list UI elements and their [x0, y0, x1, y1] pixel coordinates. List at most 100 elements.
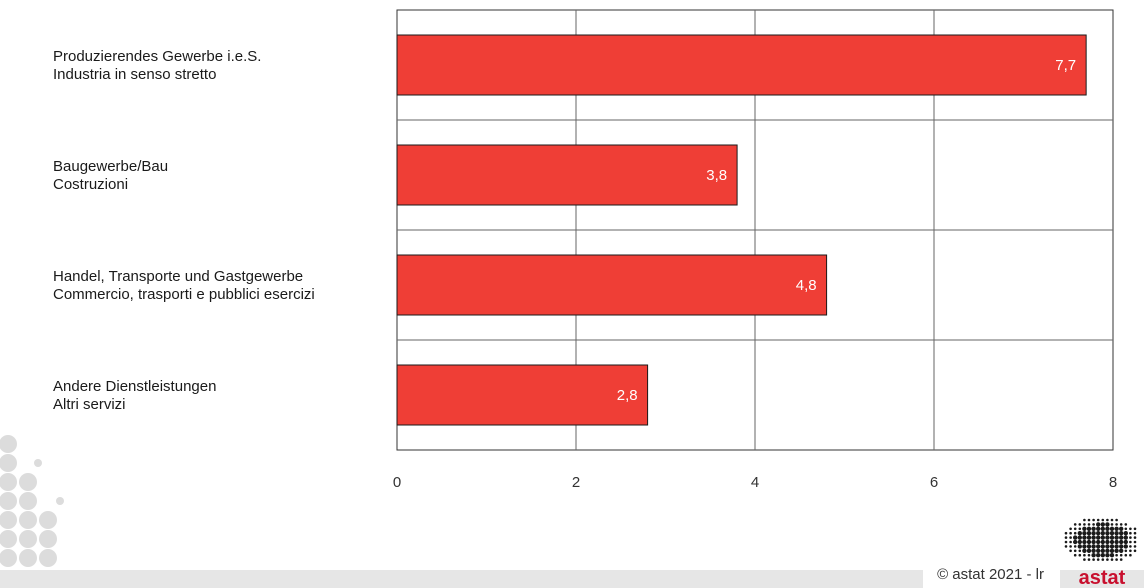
logo-dot: [1129, 531, 1132, 535]
logo-dot: [1109, 539, 1115, 545]
logo-dot: [1078, 523, 1082, 526]
logo-dot: [1069, 540, 1072, 544]
logo-dot: [1096, 553, 1101, 558]
logo-dot: [1077, 531, 1082, 536]
logo-dot: [1124, 549, 1128, 553]
decor-dot: [39, 530, 57, 548]
logo-dot: [1100, 535, 1105, 540]
logo-dot: [1133, 540, 1137, 544]
logo-dot: [1096, 535, 1101, 540]
logo-dot: [1129, 536, 1132, 539]
logo-dot: [1096, 558, 1100, 561]
logo-dot: [1064, 545, 1068, 548]
logo-dot: [1114, 535, 1119, 540]
x-tick-label: 2: [572, 474, 580, 491]
bar-value-label: 3,8: [706, 167, 727, 184]
logo-dot: [1119, 535, 1124, 540]
x-tick-label: 6: [930, 474, 938, 491]
logo-dot: [1109, 535, 1115, 540]
logo-dot: [1083, 553, 1086, 557]
logo-wordmark: astat: [1079, 567, 1126, 588]
astat-logo: astat: [1064, 518, 1137, 588]
logo-dot: [1096, 544, 1101, 549]
logo-dot: [1100, 526, 1105, 531]
category-label: Produzierendes Gewerbe i.e.S.: [53, 48, 261, 65]
logo-dot: [1078, 553, 1082, 557]
logo-dot: [1086, 539, 1092, 545]
logo-dot: [1100, 531, 1105, 536]
logo-dot: [1119, 526, 1124, 531]
logo-dot: [1109, 553, 1115, 558]
logo-dot: [1129, 527, 1132, 531]
bar-value-label: 2,8: [617, 387, 638, 404]
logo-dot: [1073, 539, 1078, 545]
logo-dot: [1083, 523, 1086, 526]
logo-dot: [1105, 522, 1110, 527]
bar: [396, 254, 828, 316]
logo-dot: [1069, 549, 1072, 553]
logo-dot: [1091, 526, 1096, 531]
decor-dot: [56, 497, 64, 505]
logo-dot: [1129, 553, 1132, 557]
logo-dot: [1129, 549, 1132, 553]
logo-dot: [1082, 531, 1087, 536]
logo-dot: [1115, 553, 1118, 557]
logo-dot: [1073, 535, 1078, 540]
decor-dot: [0, 492, 17, 510]
logo-dot: [1115, 518, 1118, 522]
logo-dot: [1109, 544, 1115, 549]
logo-dot: [1119, 544, 1124, 549]
logo-dot: [1129, 540, 1132, 544]
logo-dot: [1105, 548, 1110, 553]
logo-dot: [1105, 535, 1110, 540]
logo-dot: [1105, 553, 1110, 558]
decor-dot: [39, 511, 57, 529]
logo-dot: [1087, 553, 1091, 557]
logo-dot: [1091, 544, 1096, 549]
logo-dot: [1119, 553, 1123, 557]
category-label: Andere Dienstleistungen: [53, 378, 216, 395]
category-label: Baugewerbe/Bau: [53, 158, 168, 175]
category-label: Handel, Transporte und Gastgewerbe: [53, 268, 303, 285]
logo-dot: [1100, 544, 1105, 549]
logo-dot: [1109, 548, 1115, 553]
logo-dot: [1086, 544, 1092, 549]
decor-dot: [0, 454, 17, 472]
logo-dot: [1096, 548, 1101, 553]
logo-dot: [1077, 539, 1082, 545]
logo-dot: [1092, 558, 1095, 561]
logo-dot: [1069, 545, 1072, 548]
logo-dot: [1082, 526, 1087, 531]
logo-dot: [1106, 558, 1109, 561]
logo-dot: [1124, 527, 1128, 531]
logo-dot: [1123, 531, 1128, 536]
logo-dot: [1110, 518, 1114, 522]
logo-dot: [1086, 535, 1092, 540]
logo-dot: [1114, 531, 1119, 536]
bar: [396, 364, 649, 426]
logo-dot: [1073, 527, 1077, 531]
logo-dot: [1105, 544, 1110, 549]
logo-dot: [1124, 523, 1128, 526]
logo-dot: [1109, 526, 1115, 531]
logo-dot: [1082, 539, 1087, 545]
x-tick-label: 8: [1109, 474, 1117, 491]
logo-dot: [1078, 527, 1082, 531]
logo-dot: [1096, 522, 1101, 527]
logo-dot: [1114, 526, 1119, 531]
decor-dot: [39, 549, 57, 567]
dots-decoration: [0, 435, 64, 567]
logo-dot: [1096, 539, 1101, 545]
logo-dot: [1077, 535, 1082, 540]
logo-dot: [1091, 535, 1096, 540]
logo-dot: [1073, 549, 1077, 553]
decor-dot: [19, 530, 37, 548]
logo-dot-pattern: [1064, 518, 1137, 561]
logo-dot: [1073, 523, 1077, 526]
logo-dot: [1110, 558, 1114, 561]
logo-dot: [1073, 553, 1077, 557]
logo-dot: [1091, 553, 1096, 558]
logo-dot: [1133, 527, 1137, 531]
bar-chart: 7,7 Produzierendes Gewerbe i.e.S.Industri…: [53, 9, 1117, 491]
